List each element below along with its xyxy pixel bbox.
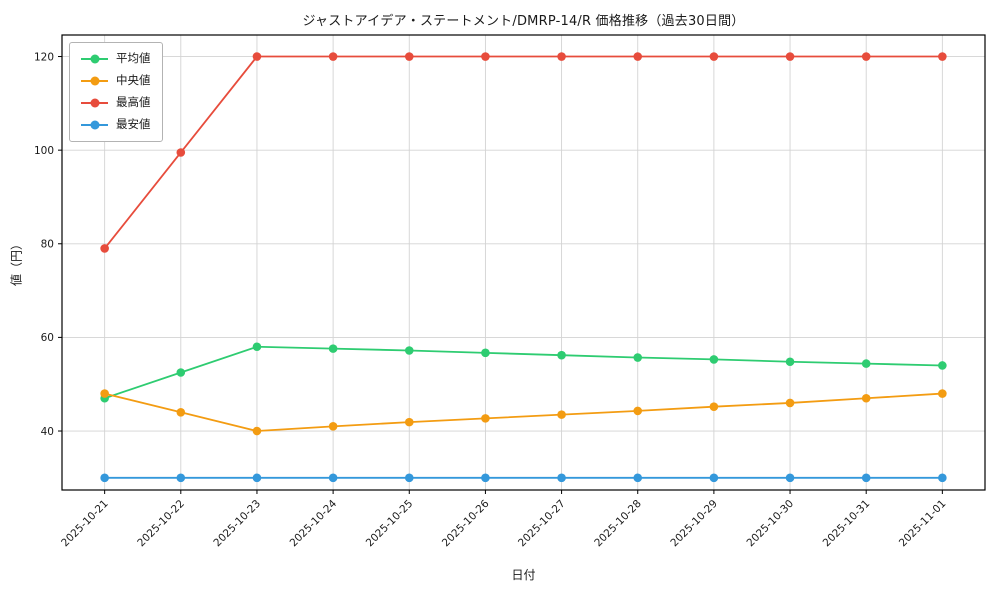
chart-title: ジャストアイデア・ステートメント/DMRP-14/R 価格推移（過去30日間） <box>302 14 745 29</box>
legend-label-max: 最高値 <box>116 95 151 110</box>
svg-text:80: 80 <box>41 239 54 251</box>
svg-text:2025-10-25: 2025-10-25 <box>364 498 416 550</box>
svg-text:2025-10-24: 2025-10-24 <box>288 497 340 549</box>
svg-text:2025-10-31: 2025-10-31 <box>821 498 873 550</box>
legend-item-average: 平均値 <box>81 51 151 67</box>
svg-text:2025-10-30: 2025-10-30 <box>745 498 797 550</box>
svg-text:100: 100 <box>34 145 54 157</box>
legend-item-min: 最安値 <box>81 117 151 133</box>
svg-text:2025-10-29: 2025-10-29 <box>668 498 720 550</box>
x-axis-label: 日付 <box>511 568 536 582</box>
legend-label-median: 中央値 <box>116 73 151 88</box>
y-axis-label: 値（円） <box>9 237 24 287</box>
svg-text:2025-10-26: 2025-10-26 <box>440 497 492 549</box>
legend-line-marker-average <box>81 53 108 65</box>
legend-item-max: 最高値 <box>81 95 151 111</box>
legend-label-average: 平均値 <box>116 51 151 66</box>
legend-line-marker-max <box>81 97 108 109</box>
legend-label-min: 最安値 <box>116 117 151 132</box>
legend-item-median: 中央値 <box>81 73 151 89</box>
svg-text:40: 40 <box>41 426 54 438</box>
svg-text:2025-10-21: 2025-10-21 <box>59 498 111 550</box>
svg-text:2025-10-27: 2025-10-27 <box>516 498 568 550</box>
svg-text:120: 120 <box>34 51 54 63</box>
svg-text:2025-10-28: 2025-10-28 <box>592 498 644 550</box>
legend-line-marker-min <box>81 119 108 131</box>
svg-text:2025-10-22: 2025-10-22 <box>135 498 187 550</box>
svg-text:60: 60 <box>41 332 54 344</box>
legend-line-marker-median <box>81 75 108 87</box>
svg-text:2025-11-01: 2025-11-01 <box>897 498 949 550</box>
legend: 平均値 中央値 最高値 最安値 <box>69 42 163 142</box>
svg-text:2025-10-23: 2025-10-23 <box>211 498 263 550</box>
